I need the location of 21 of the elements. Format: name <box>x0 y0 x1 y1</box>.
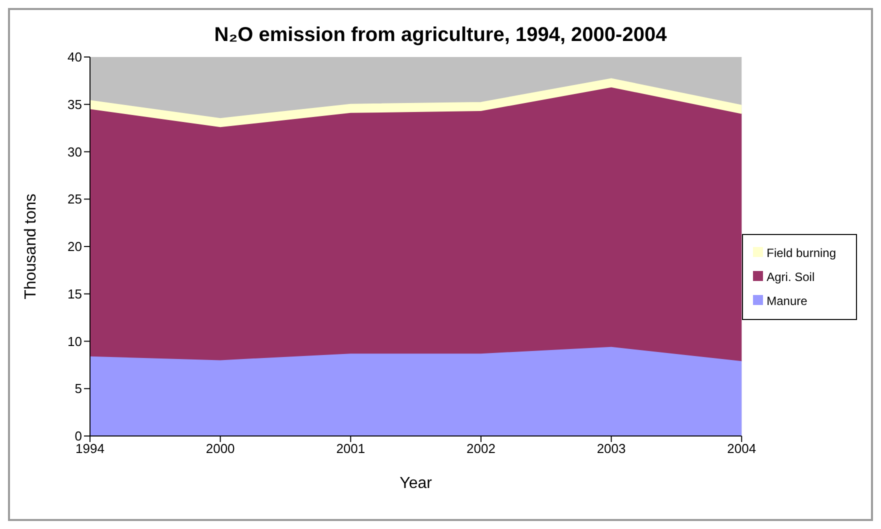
x-tick-label: 2004 <box>727 441 756 456</box>
y-tick-label: 5 <box>74 381 82 396</box>
x-axis-title: Year <box>400 475 433 492</box>
y-tick-label: 10 <box>68 334 82 349</box>
x-tick-label: 2002 <box>466 441 496 456</box>
chart-title: N₂O emission from agriculture, 1994, 2000-2004 <box>213 24 668 47</box>
x-tick-label: 2003 <box>596 441 626 456</box>
y-tick-label: 35 <box>68 96 82 112</box>
legend-label: Manure <box>766 294 808 308</box>
y-tick-label: 30 <box>68 144 82 160</box>
y-tick-label: 0 <box>74 428 82 444</box>
x-tick-label: 2000 <box>206 441 235 456</box>
y-axis-title: Thousand tons <box>22 194 40 300</box>
y-tick-label: 20 <box>68 239 82 254</box>
x-tick-label: 1994 <box>76 441 104 456</box>
y-tick-label: 40 <box>68 50 82 65</box>
legend-label: Field burning <box>766 246 836 260</box>
legend-label: Agri. Soil <box>766 270 815 284</box>
x-tick-label: 2001 <box>336 441 366 456</box>
y-tick-label: 15 <box>68 286 82 302</box>
y-tick-label: 25 <box>68 192 82 207</box>
